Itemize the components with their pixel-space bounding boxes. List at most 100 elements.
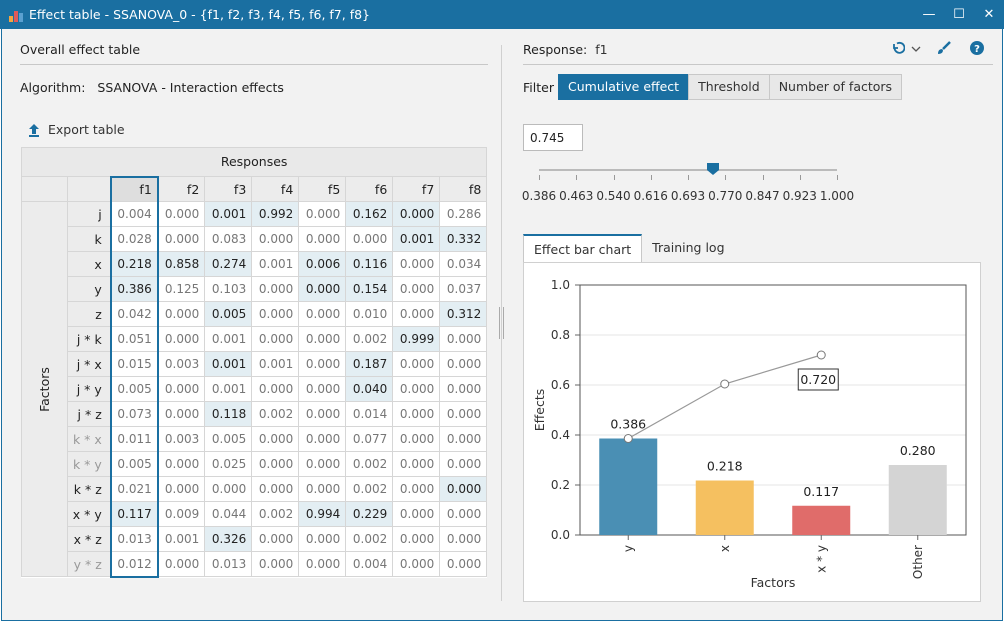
table-cell[interactable]: 0.000: [439, 451, 488, 477]
table-cell[interactable]: 0.286: [439, 201, 488, 227]
table-cell[interactable]: 0.003: [157, 426, 206, 452]
table-cell[interactable]: 0.000: [251, 326, 300, 352]
threshold-value-field[interactable]: 0.745: [523, 124, 583, 151]
row-header[interactable]: z: [66, 301, 112, 327]
row-header[interactable]: x * y: [66, 501, 112, 527]
table-cell[interactable]: 0.000: [345, 226, 394, 252]
table-cell[interactable]: 0.000: [392, 526, 441, 552]
table-cell[interactable]: 0.000: [298, 201, 347, 227]
table-cell[interactable]: 0.002: [345, 476, 394, 502]
table-cell[interactable]: 0.274: [204, 251, 253, 277]
chevron-down-icon[interactable]: [911, 42, 921, 58]
table-cell[interactable]: 0.034: [439, 251, 488, 277]
threshold-slider-thumb[interactable]: [706, 162, 720, 176]
column-header-f6[interactable]: f6: [345, 176, 394, 202]
column-header-f5[interactable]: f5: [298, 176, 347, 202]
table-cell[interactable]: 0.002: [345, 526, 394, 552]
table-cell[interactable]: 0.040: [345, 376, 394, 402]
table-cell[interactable]: 0.326: [204, 526, 253, 552]
table-cell[interactable]: 0.000: [298, 376, 347, 402]
table-cell[interactable]: 0.001: [392, 226, 441, 252]
table-cell[interactable]: 0.083: [204, 226, 253, 252]
table-cell[interactable]: 0.386: [109, 276, 159, 302]
table-cell[interactable]: 0.005: [204, 426, 253, 452]
table-cell[interactable]: 0.005: [109, 376, 159, 402]
table-cell[interactable]: 0.000: [392, 426, 441, 452]
column-header-f4[interactable]: f4: [251, 176, 300, 202]
export-table-button[interactable]: Export table: [28, 122, 125, 137]
table-cell[interactable]: 0.000: [298, 301, 347, 327]
table-cell[interactable]: 0.000: [251, 226, 300, 252]
table-cell[interactable]: 0.125: [157, 276, 206, 302]
table-cell[interactable]: 0.187: [345, 351, 394, 377]
row-header[interactable]: k * y: [66, 451, 112, 477]
row-header[interactable]: k * x: [66, 426, 112, 452]
table-cell[interactable]: 0.077: [345, 426, 394, 452]
table-cell[interactable]: 0.073: [109, 401, 159, 427]
row-header[interactable]: j * y: [66, 376, 112, 402]
column-header-f7[interactable]: f7: [392, 176, 441, 202]
table-cell[interactable]: 0.013: [204, 551, 253, 577]
table-cell[interactable]: 0.000: [251, 476, 300, 502]
table-cell[interactable]: 0.000: [251, 376, 300, 402]
table-cell[interactable]: 0.000: [392, 501, 441, 527]
panel-splitter[interactable]: [501, 45, 502, 601]
row-header[interactable]: x * z: [66, 526, 112, 552]
table-cell[interactable]: 0.000: [298, 226, 347, 252]
table-cell[interactable]: 0.000: [157, 201, 206, 227]
table-cell[interactable]: 0.999: [392, 326, 441, 352]
table-cell[interactable]: 0.000: [439, 326, 488, 352]
table-cell[interactable]: 0.858: [157, 251, 206, 277]
table-cell[interactable]: 0.005: [204, 301, 253, 327]
table-cell[interactable]: 0.000: [298, 551, 347, 577]
column-header-f2[interactable]: f2: [157, 176, 206, 202]
table-cell[interactable]: 0.000: [439, 551, 488, 577]
table-cell[interactable]: 0.037: [439, 276, 488, 302]
table-cell[interactable]: 0.118: [204, 401, 253, 427]
table-cell[interactable]: 0.001: [157, 526, 206, 552]
table-cell[interactable]: 0.000: [298, 351, 347, 377]
table-cell[interactable]: 0.994: [298, 501, 347, 527]
table-cell[interactable]: 0.001: [204, 376, 253, 402]
table-cell[interactable]: 0.000: [439, 501, 488, 527]
filter-number-of-factors-button[interactable]: Number of factors: [768, 74, 903, 100]
table-cell[interactable]: 0.000: [157, 376, 206, 402]
table-cell[interactable]: 0.000: [298, 526, 347, 552]
column-header-f3[interactable]: f3: [204, 176, 253, 202]
row-header[interactable]: j * z: [66, 401, 112, 427]
table-cell[interactable]: 0.005: [109, 451, 159, 477]
table-cell[interactable]: 0.000: [298, 326, 347, 352]
table-cell[interactable]: 0.013: [109, 526, 159, 552]
table-cell[interactable]: 0.218: [109, 251, 159, 277]
row-header[interactable]: k: [66, 226, 112, 252]
table-cell[interactable]: 0.000: [251, 526, 300, 552]
table-cell[interactable]: 0.000: [157, 451, 206, 477]
threshold-slider-track[interactable]: [539, 169, 837, 171]
table-cell[interactable]: 0.000: [298, 476, 347, 502]
column-header-f1[interactable]: f1: [109, 175, 159, 202]
table-cell[interactable]: 0.000: [392, 276, 441, 302]
table-cell[interactable]: 0.000: [251, 301, 300, 327]
table-cell[interactable]: 0.011: [109, 426, 159, 452]
table-cell[interactable]: 0.000: [298, 276, 347, 302]
table-cell[interactable]: 0.000: [157, 476, 206, 502]
maximize-button[interactable]: ☐: [953, 7, 965, 22]
table-cell[interactable]: 0.000: [298, 426, 347, 452]
table-cell[interactable]: 0.002: [251, 501, 300, 527]
table-cell[interactable]: 0.000: [157, 326, 206, 352]
table-cell[interactable]: 0.154: [345, 276, 394, 302]
table-cell[interactable]: 0.000: [251, 426, 300, 452]
table-cell[interactable]: 0.000: [251, 551, 300, 577]
table-cell[interactable]: 0.000: [392, 251, 441, 277]
table-cell[interactable]: 0.000: [392, 351, 441, 377]
splitter-grip[interactable]: [499, 307, 504, 339]
table-cell[interactable]: 0.162: [345, 201, 394, 227]
table-cell[interactable]: 0.001: [204, 326, 253, 352]
brush-icon[interactable]: [937, 41, 951, 59]
row-header[interactable]: x: [66, 251, 112, 277]
table-cell[interactable]: 0.012: [109, 551, 159, 578]
table-cell[interactable]: 0.000: [157, 226, 206, 252]
table-cell[interactable]: 0.332: [439, 226, 488, 252]
row-header[interactable]: j: [66, 201, 112, 227]
table-cell[interactable]: 0.000: [439, 426, 488, 452]
